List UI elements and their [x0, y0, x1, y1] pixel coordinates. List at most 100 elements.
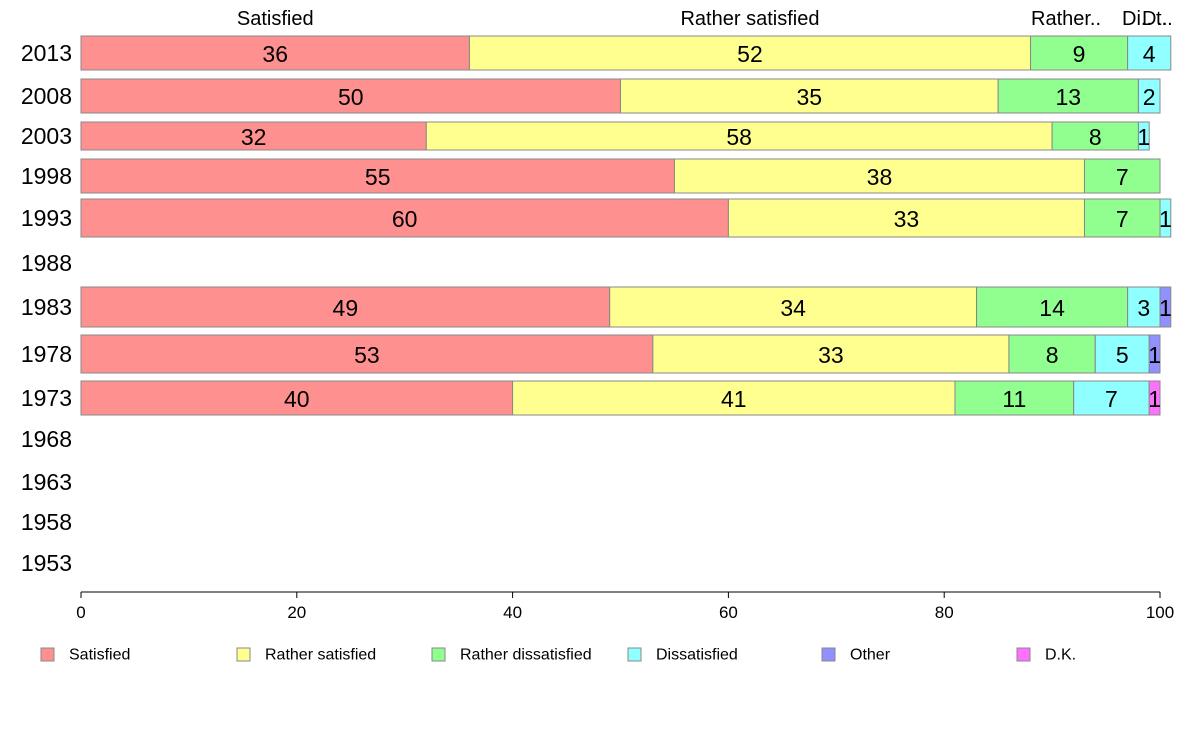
bar-segment: [727, 198, 1085, 238]
bar-segment: [80, 198, 729, 238]
bar-segment: [80, 380, 514, 416]
bar-segment: [1148, 380, 1161, 416]
data-label: 8: [1046, 342, 1059, 368]
data-label: 1: [1159, 206, 1172, 232]
bar-segment: [80, 78, 621, 114]
legend-label: Dissatisfied: [656, 647, 738, 664]
category-label: 1993: [21, 205, 72, 231]
category-label: 1983: [21, 294, 72, 320]
x-tick-label: 60: [719, 603, 738, 622]
bar-segment: [1137, 121, 1150, 151]
data-label: 52: [737, 41, 763, 67]
legend-label: Other: [850, 647, 891, 664]
data-label: 7: [1105, 386, 1118, 412]
legend-label: Satisfied: [69, 647, 130, 664]
data-label: 49: [333, 295, 359, 321]
data-label: 40: [284, 386, 310, 412]
data-label: 7: [1116, 164, 1129, 190]
data-label: 50: [338, 84, 364, 110]
top-series-labels: Satisfied Rather satisfied Rather.. Di..D..…: [237, 8, 1173, 30]
bar-segment: [80, 286, 611, 328]
bar-segment: [80, 35, 470, 71]
series-top-label: Di..: [1122, 8, 1152, 30]
legend-label: Rather satisfied: [265, 647, 376, 664]
bar-segment: [1148, 334, 1161, 374]
bar-segment: [1094, 334, 1150, 374]
data-label: 1: [1137, 124, 1150, 150]
bar-segment: [1083, 158, 1161, 194]
legend-label: D.K.: [1045, 647, 1076, 664]
data-label: 13: [1055, 84, 1081, 110]
legend-label: Rather dissatisfied: [460, 647, 592, 664]
data-label: 9: [1073, 41, 1086, 67]
series-top-label: Satisfied: [237, 8, 314, 30]
data-label: 35: [797, 84, 823, 110]
x-tick-label: 40: [503, 603, 522, 622]
bar-segment: [1159, 286, 1172, 328]
bar-segment: [1073, 380, 1150, 416]
data-label: 32: [241, 124, 267, 150]
data-label: 53: [354, 342, 380, 368]
x-axis: 0 20 40 60 80 100: [76, 591, 1174, 622]
data-label: 55: [365, 164, 391, 190]
bar-segment: [1137, 78, 1161, 114]
legend-swatch: [1016, 647, 1031, 662]
category-label: 1953: [21, 550, 72, 576]
category-label: 2003: [21, 123, 72, 149]
data-label: 14: [1039, 295, 1065, 321]
bar-segment: [997, 78, 1139, 114]
category-labels: 2013 2008 2003 1998 1993 1988 1983 1978 1973 1968…: [21, 40, 72, 576]
bar-segment: [620, 78, 999, 114]
data-label: 38: [867, 164, 893, 190]
bar-segment: [80, 158, 675, 194]
bar-segment: [1083, 198, 1161, 238]
category-label: 2008: [21, 83, 72, 109]
x-tick-label: 100: [1146, 603, 1174, 622]
bar-segment: [673, 158, 1085, 194]
legend-swatch: [821, 647, 836, 662]
data-label: 58: [726, 124, 752, 150]
bar-segment: [425, 121, 1053, 151]
series-top-label: t..: [1156, 8, 1173, 30]
bar-segment: [80, 334, 654, 374]
legend-swatch: [431, 647, 446, 662]
data-label: 60: [392, 206, 418, 232]
bar-segment: [1127, 35, 1172, 71]
bar-segment: [1159, 198, 1172, 238]
data-label: 33: [894, 206, 920, 232]
data-label: 1: [1148, 386, 1161, 412]
category-label: 1978: [21, 341, 72, 367]
bar-segment: [1030, 35, 1129, 71]
bar-segment: [976, 286, 1129, 328]
data-label: 33: [818, 342, 844, 368]
category-label: 1968: [21, 426, 72, 452]
bar-segment: [1051, 121, 1139, 151]
bar-segment: [80, 121, 427, 151]
legend-swatch: [236, 647, 251, 662]
data-label: 1: [1148, 342, 1161, 368]
data-label: 36: [262, 41, 288, 67]
data-label: 2: [1143, 84, 1156, 110]
series-top-label: Rather satisfied: [680, 8, 819, 30]
bars-group: 36 52 9 450 35 13 232 58 8 155 38 760 33 7 149 34 14 3 153…: [80, 35, 1172, 416]
legend: Satisfied Rather satisfied Rather dissatis…: [40, 647, 1076, 664]
data-label: 5: [1116, 342, 1129, 368]
data-label: 11: [1002, 386, 1026, 412]
x-tick-label: 0: [76, 603, 85, 622]
x-tick-label: 80: [935, 603, 954, 622]
series-top-label: Rather..: [1031, 8, 1101, 30]
category-label: 1998: [21, 163, 72, 189]
data-label: 8: [1089, 124, 1102, 150]
category-label: 1988: [21, 250, 72, 276]
bar-segment: [1008, 334, 1096, 374]
bar-segment: [609, 286, 978, 328]
data-label: 4: [1143, 41, 1156, 67]
data-label: 34: [780, 295, 806, 321]
legend-swatch: [627, 647, 642, 662]
data-label: 41: [721, 386, 747, 412]
category-label: 1958: [21, 509, 72, 535]
series-top-label: D..: [1142, 8, 1168, 30]
data-label: 1: [1159, 295, 1172, 321]
category-label: 1963: [21, 469, 72, 495]
